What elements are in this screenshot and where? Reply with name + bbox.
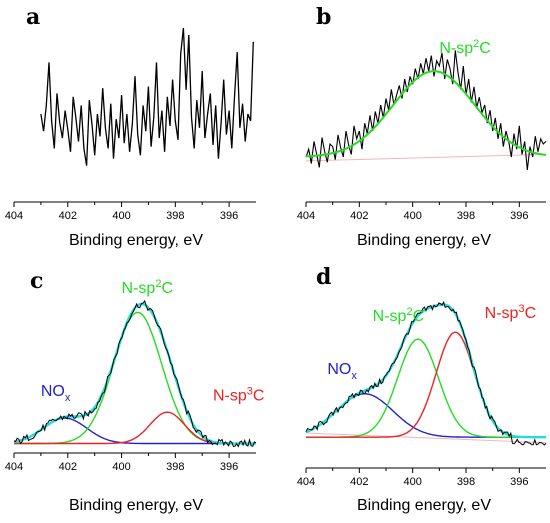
component-NOx [305,393,546,438]
annotation-label: N-sp3C [213,385,264,404]
x-tick-label: 396 [510,210,528,222]
panel-a: 404 402 400 398 396 [5,27,256,222]
x-tick-label: 396 [510,476,528,488]
x-tick-label: 398 [166,461,184,473]
x-tick-label: 396 [220,461,238,473]
annotation-label: NOx [41,383,71,404]
x-tick-label: 400 [112,461,130,473]
annotation-label: N-sp2C [122,278,173,297]
x-tick-label: 400 [403,476,421,488]
annotation-label: NOx [327,361,357,382]
x-tick-label: 400 [403,210,421,222]
x-tick-label: 398 [457,210,475,222]
panel-b: 404 402 400 398 396 N-sp2C [297,38,547,222]
panel-letter-c: c [30,268,43,294]
background-line [305,432,547,444]
envelope-line [13,302,256,445]
panel-d: 404 402 400 398 396 N-sp2C N-sp3C NOx [297,300,547,488]
x-tick-label: 404 [297,210,315,222]
x-tick-label: 404 [5,461,23,473]
panel-c: 404 402 400 398 396 N-sp2C NOx N-sp3C [5,278,265,473]
component-N-sp3C [14,411,256,445]
x-tick-label: 398 [457,476,475,488]
xaxis-title-d: Binding energy, eV [357,497,491,514]
spectrum-line [305,50,547,171]
x-tick-label: 400 [112,210,130,222]
xaxis-title-b: Binding energy, eV [357,232,491,249]
x-tick-label: 404 [5,210,23,222]
x-tick-label: 398 [166,210,184,222]
spectrum-line [40,27,254,166]
x-tick-label: 402 [59,461,77,473]
annotation-label: N-sp2C [373,306,424,325]
spectrum-line [13,299,257,448]
panel-letter-d: d [316,264,331,290]
spectrum-line [305,300,547,446]
x-tick-label: 402 [350,210,368,222]
fit-line [305,70,547,158]
xaxis-title-c: Binding energy, eV [69,497,203,514]
background-line [305,153,547,162]
x-tick-label: 402 [350,476,368,488]
annotation-label: N-sp3C [485,303,536,322]
component-N-sp2C [306,338,546,438]
xaxis-title-a: Binding energy, eV [69,232,203,249]
x-tick-label: 402 [59,210,77,222]
x-tick-label: 396 [220,210,238,222]
panel-letter-a: a [26,4,40,30]
x-tick-label: 404 [297,476,315,488]
panel-letter-b: b [316,4,331,30]
annotation-label: N-sp2C [439,38,490,57]
